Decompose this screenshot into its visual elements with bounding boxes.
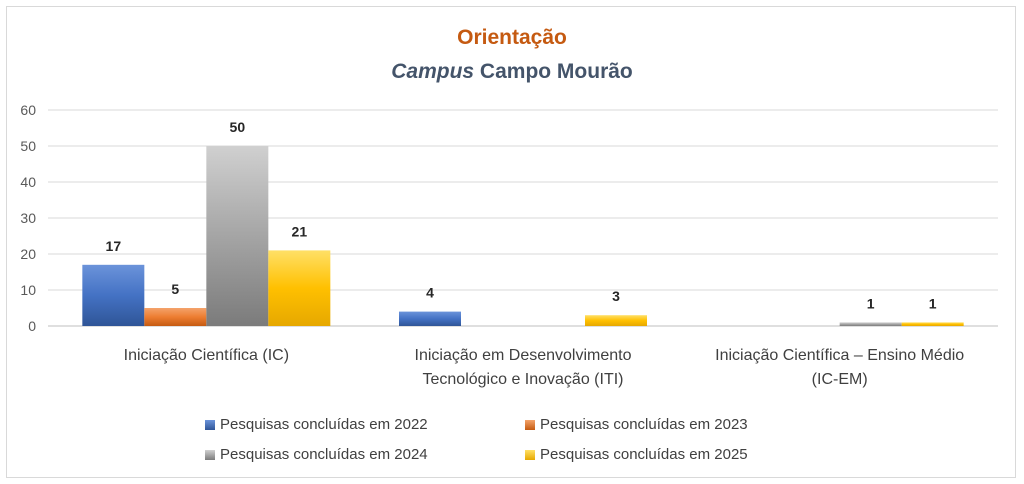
bar-series-3-cat-1	[206, 146, 269, 326]
x-category-label: (IC-EM)	[812, 371, 868, 388]
y-tick-label: 20	[20, 246, 36, 262]
bars	[82, 146, 964, 326]
subtitle-campus-name: Campo Mourão	[474, 60, 633, 83]
legend-item-2022: Pesquisas concluídas em 2022	[205, 416, 428, 433]
chart-frame	[6, 6, 1016, 478]
data-label: 3	[612, 288, 620, 304]
bar-series-3-cat-3	[839, 322, 902, 326]
legend-label-2022: Pesquisas concluídas em 2022	[220, 416, 428, 433]
data-label: 5	[171, 281, 179, 297]
data-label: 50	[230, 119, 246, 135]
legend-label-2023: Pesquisas concluídas em 2023	[540, 416, 748, 433]
chart-subtitle: Campus Campo Mourão	[0, 60, 1024, 84]
legend-item-2024: Pesquisas concluídas em 2024	[205, 446, 428, 463]
data-label: 21	[292, 223, 308, 239]
legend-swatch-2023	[525, 419, 535, 430]
bar-series-4-cat-1	[268, 250, 331, 326]
legend-item-2025: Pesquisas concluídas em 2025	[525, 446, 748, 463]
data-label: 1	[867, 295, 875, 311]
data-label: 1	[929, 295, 937, 311]
bar-series-1-cat-1	[82, 264, 145, 326]
legend-swatch-2025	[525, 449, 535, 460]
y-axis-ticks: 0 10 20 30 40 50 60	[20, 102, 36, 334]
legend-swatch-2022	[205, 419, 215, 430]
y-tick-label: 50	[20, 138, 36, 154]
data-label: 17	[106, 238, 122, 254]
x-category-label: Iniciação Científica (IC)	[124, 347, 289, 364]
y-tick-label: 10	[20, 282, 36, 298]
y-tick-label: 40	[20, 174, 36, 190]
bar-series-4-cat-3	[901, 322, 964, 326]
y-tick-label: 30	[20, 210, 36, 226]
legend-label-2024: Pesquisas concluídas em 2024	[220, 446, 428, 463]
subtitle-campus: Campus	[391, 60, 475, 83]
x-category-label: Iniciação Científica – Ensino Médio	[715, 347, 964, 364]
y-tick-label: 0	[28, 318, 36, 334]
data-label: 4	[426, 285, 434, 301]
legend-swatch-2024	[205, 449, 215, 460]
y-tick-label: 60	[20, 102, 36, 118]
x-category-label: Tecnológico e Inovação (ITI)	[423, 371, 624, 388]
bar-series-2-cat-1	[144, 308, 207, 326]
gridlines	[48, 109, 998, 327]
chart-title: Orientação	[457, 26, 567, 49]
x-axis-categories: Iniciação Científica (IC) Iniciação em De…	[124, 347, 965, 388]
data-labels: 17 5 50 21 4 3 1 1	[106, 119, 937, 311]
bar-series-1-cat-2	[399, 311, 461, 326]
legend-item-2023: Pesquisas concluídas em 2023	[525, 416, 748, 433]
x-category-label: Iniciação em Desenvolvimento	[415, 347, 632, 364]
bar-series-4-cat-2	[585, 315, 647, 326]
legend-label-2025: Pesquisas concluídas em 2025	[540, 446, 748, 463]
